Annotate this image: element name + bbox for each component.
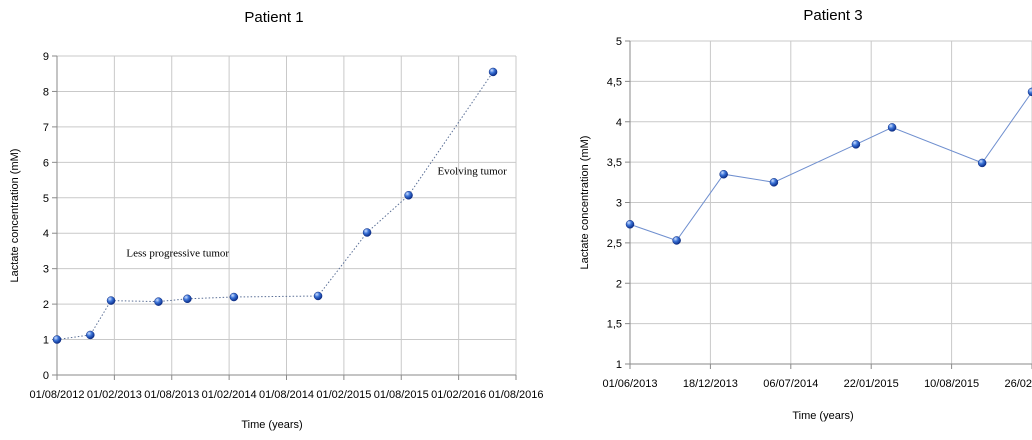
x-tick-label: 01/08/2015 bbox=[374, 389, 429, 401]
y-tick-label: 0 bbox=[43, 370, 49, 382]
y-tick-label: 9 bbox=[43, 51, 49, 63]
data-point bbox=[977, 158, 987, 168]
y-tick-label: 1 bbox=[616, 359, 622, 371]
y-tick-label: 8 bbox=[43, 86, 49, 98]
data-point bbox=[1027, 87, 1032, 97]
data-point bbox=[887, 123, 897, 132]
y-tick-label: 2,5 bbox=[607, 238, 622, 250]
annotation: Evolving tumor bbox=[437, 166, 507, 178]
y-tick-label: 4 bbox=[43, 228, 49, 240]
x-tick-label: 01/08/2016 bbox=[488, 389, 543, 401]
data-point bbox=[52, 335, 62, 344]
chart-title: Patient 3 bbox=[803, 7, 862, 24]
x-tick-label: 22/01/2015 bbox=[844, 378, 899, 390]
chart-title: Patient 1 bbox=[244, 9, 303, 26]
data-point bbox=[229, 292, 239, 302]
x-tick-label: 18/12/2013 bbox=[683, 378, 738, 390]
x-tick-label: 01/08/2012 bbox=[29, 389, 84, 401]
y-tick-label: 3 bbox=[616, 198, 622, 210]
y-tick-label: 5 bbox=[43, 193, 49, 205]
chart-patient-3: Patient 3 1 1,5 2 2,5 3 3,5 4 4,5 5 01/06/2013 18/1… bbox=[579, 7, 1032, 422]
y-tick-label: 5 bbox=[616, 36, 622, 48]
data-point bbox=[106, 296, 116, 305]
x-axis-label: Time (years) bbox=[241, 419, 302, 431]
x-tick-label: 01/08/2014 bbox=[259, 389, 314, 401]
data-point bbox=[625, 220, 635, 229]
x-tick-label: 01/02/2014 bbox=[202, 389, 257, 401]
y-tick-label: 4,5 bbox=[607, 76, 622, 88]
y-tick-label: 3 bbox=[43, 264, 49, 276]
data-point bbox=[183, 294, 192, 304]
x-axis-label: Time (years) bbox=[792, 410, 853, 422]
annotation: Less progressive tumor bbox=[126, 247, 229, 259]
data-point bbox=[672, 236, 681, 245]
y-tick-label: 1,5 bbox=[607, 319, 622, 331]
data-point bbox=[404, 191, 413, 200]
y-tick-label: 4 bbox=[616, 117, 622, 129]
data-point bbox=[769, 178, 779, 187]
data-point bbox=[362, 228, 372, 237]
y-tick-label: 1 bbox=[43, 335, 49, 347]
x-tick-label: 26/02/2016 bbox=[1004, 378, 1032, 390]
data-point bbox=[313, 291, 323, 301]
x-tick-label: 01/02/2015 bbox=[316, 389, 371, 401]
series-line bbox=[56, 71, 494, 341]
y-tick-label: 7 bbox=[43, 122, 49, 134]
data-point bbox=[851, 140, 861, 149]
x-tick-label: 01/02/2013 bbox=[87, 389, 142, 401]
data-point bbox=[86, 330, 95, 340]
y-tick-label: 6 bbox=[43, 157, 49, 169]
x-tick-label: 01/08/2013 bbox=[144, 389, 199, 401]
x-tick-label: 01/02/2016 bbox=[431, 389, 486, 401]
data-point bbox=[719, 169, 728, 179]
y-axis-label: Lactate concentration (mM) bbox=[579, 136, 591, 270]
y-axis-label: Lactate concentration (mM) bbox=[9, 149, 21, 283]
y-tick-label: 2 bbox=[616, 278, 622, 290]
data-point bbox=[154, 297, 163, 306]
data-point bbox=[488, 67, 498, 77]
y-tick-label: 2 bbox=[43, 299, 49, 311]
x-tick-label: 06/07/2014 bbox=[763, 378, 818, 390]
y-tick-label: 3,5 bbox=[607, 157, 622, 169]
x-tick-label: 01/06/2013 bbox=[602, 378, 657, 390]
x-tick-label: 10/08/2015 bbox=[924, 378, 979, 390]
series-line bbox=[629, 91, 1032, 242]
